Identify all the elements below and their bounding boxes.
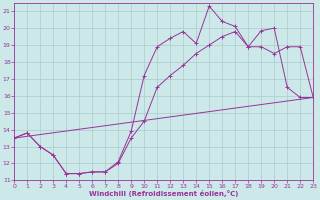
X-axis label: Windchill (Refroidissement éolien,°C): Windchill (Refroidissement éolien,°C) (89, 190, 238, 197)
